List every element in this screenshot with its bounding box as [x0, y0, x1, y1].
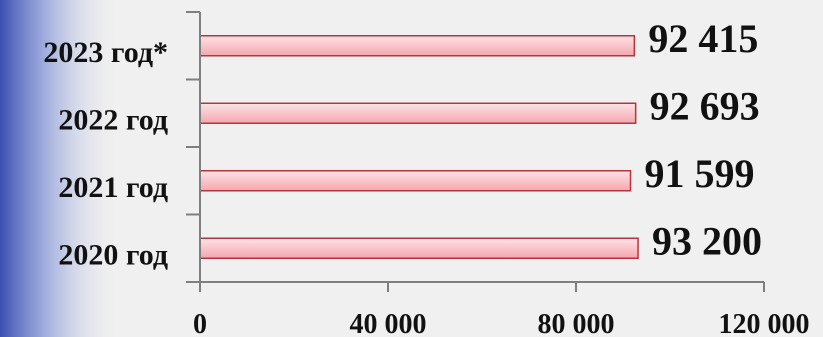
- x-tick-label: 0: [193, 309, 207, 337]
- x-tick-label: 40 000: [350, 309, 427, 337]
- bar: [199, 102, 637, 124]
- side-band-decoration: [0, 0, 120, 337]
- category-label: 2023 год*: [43, 36, 168, 69]
- bar: [199, 35, 636, 57]
- x-tick-label: 120 000: [719, 309, 810, 337]
- x-tick-label: 80 000: [538, 309, 615, 337]
- bar-value-label: 93 200: [652, 218, 762, 263]
- labels-group: 0 40 000 80 000 120 000 2023 год* 92 415 2022 …: [43, 16, 809, 337]
- axes-group: [186, 11, 765, 292]
- bar-value-label: 92 415: [648, 16, 758, 61]
- bar-value-label: 91 599: [645, 151, 755, 196]
- bars-group: [199, 35, 639, 259]
- category-label: 2022 год: [58, 103, 168, 136]
- category-label: 2020 год: [58, 238, 168, 271]
- bar-value-label: 92 693: [650, 83, 760, 128]
- bar: [199, 170, 632, 192]
- category-label: 2021 год: [58, 171, 168, 204]
- bar: [199, 237, 639, 259]
